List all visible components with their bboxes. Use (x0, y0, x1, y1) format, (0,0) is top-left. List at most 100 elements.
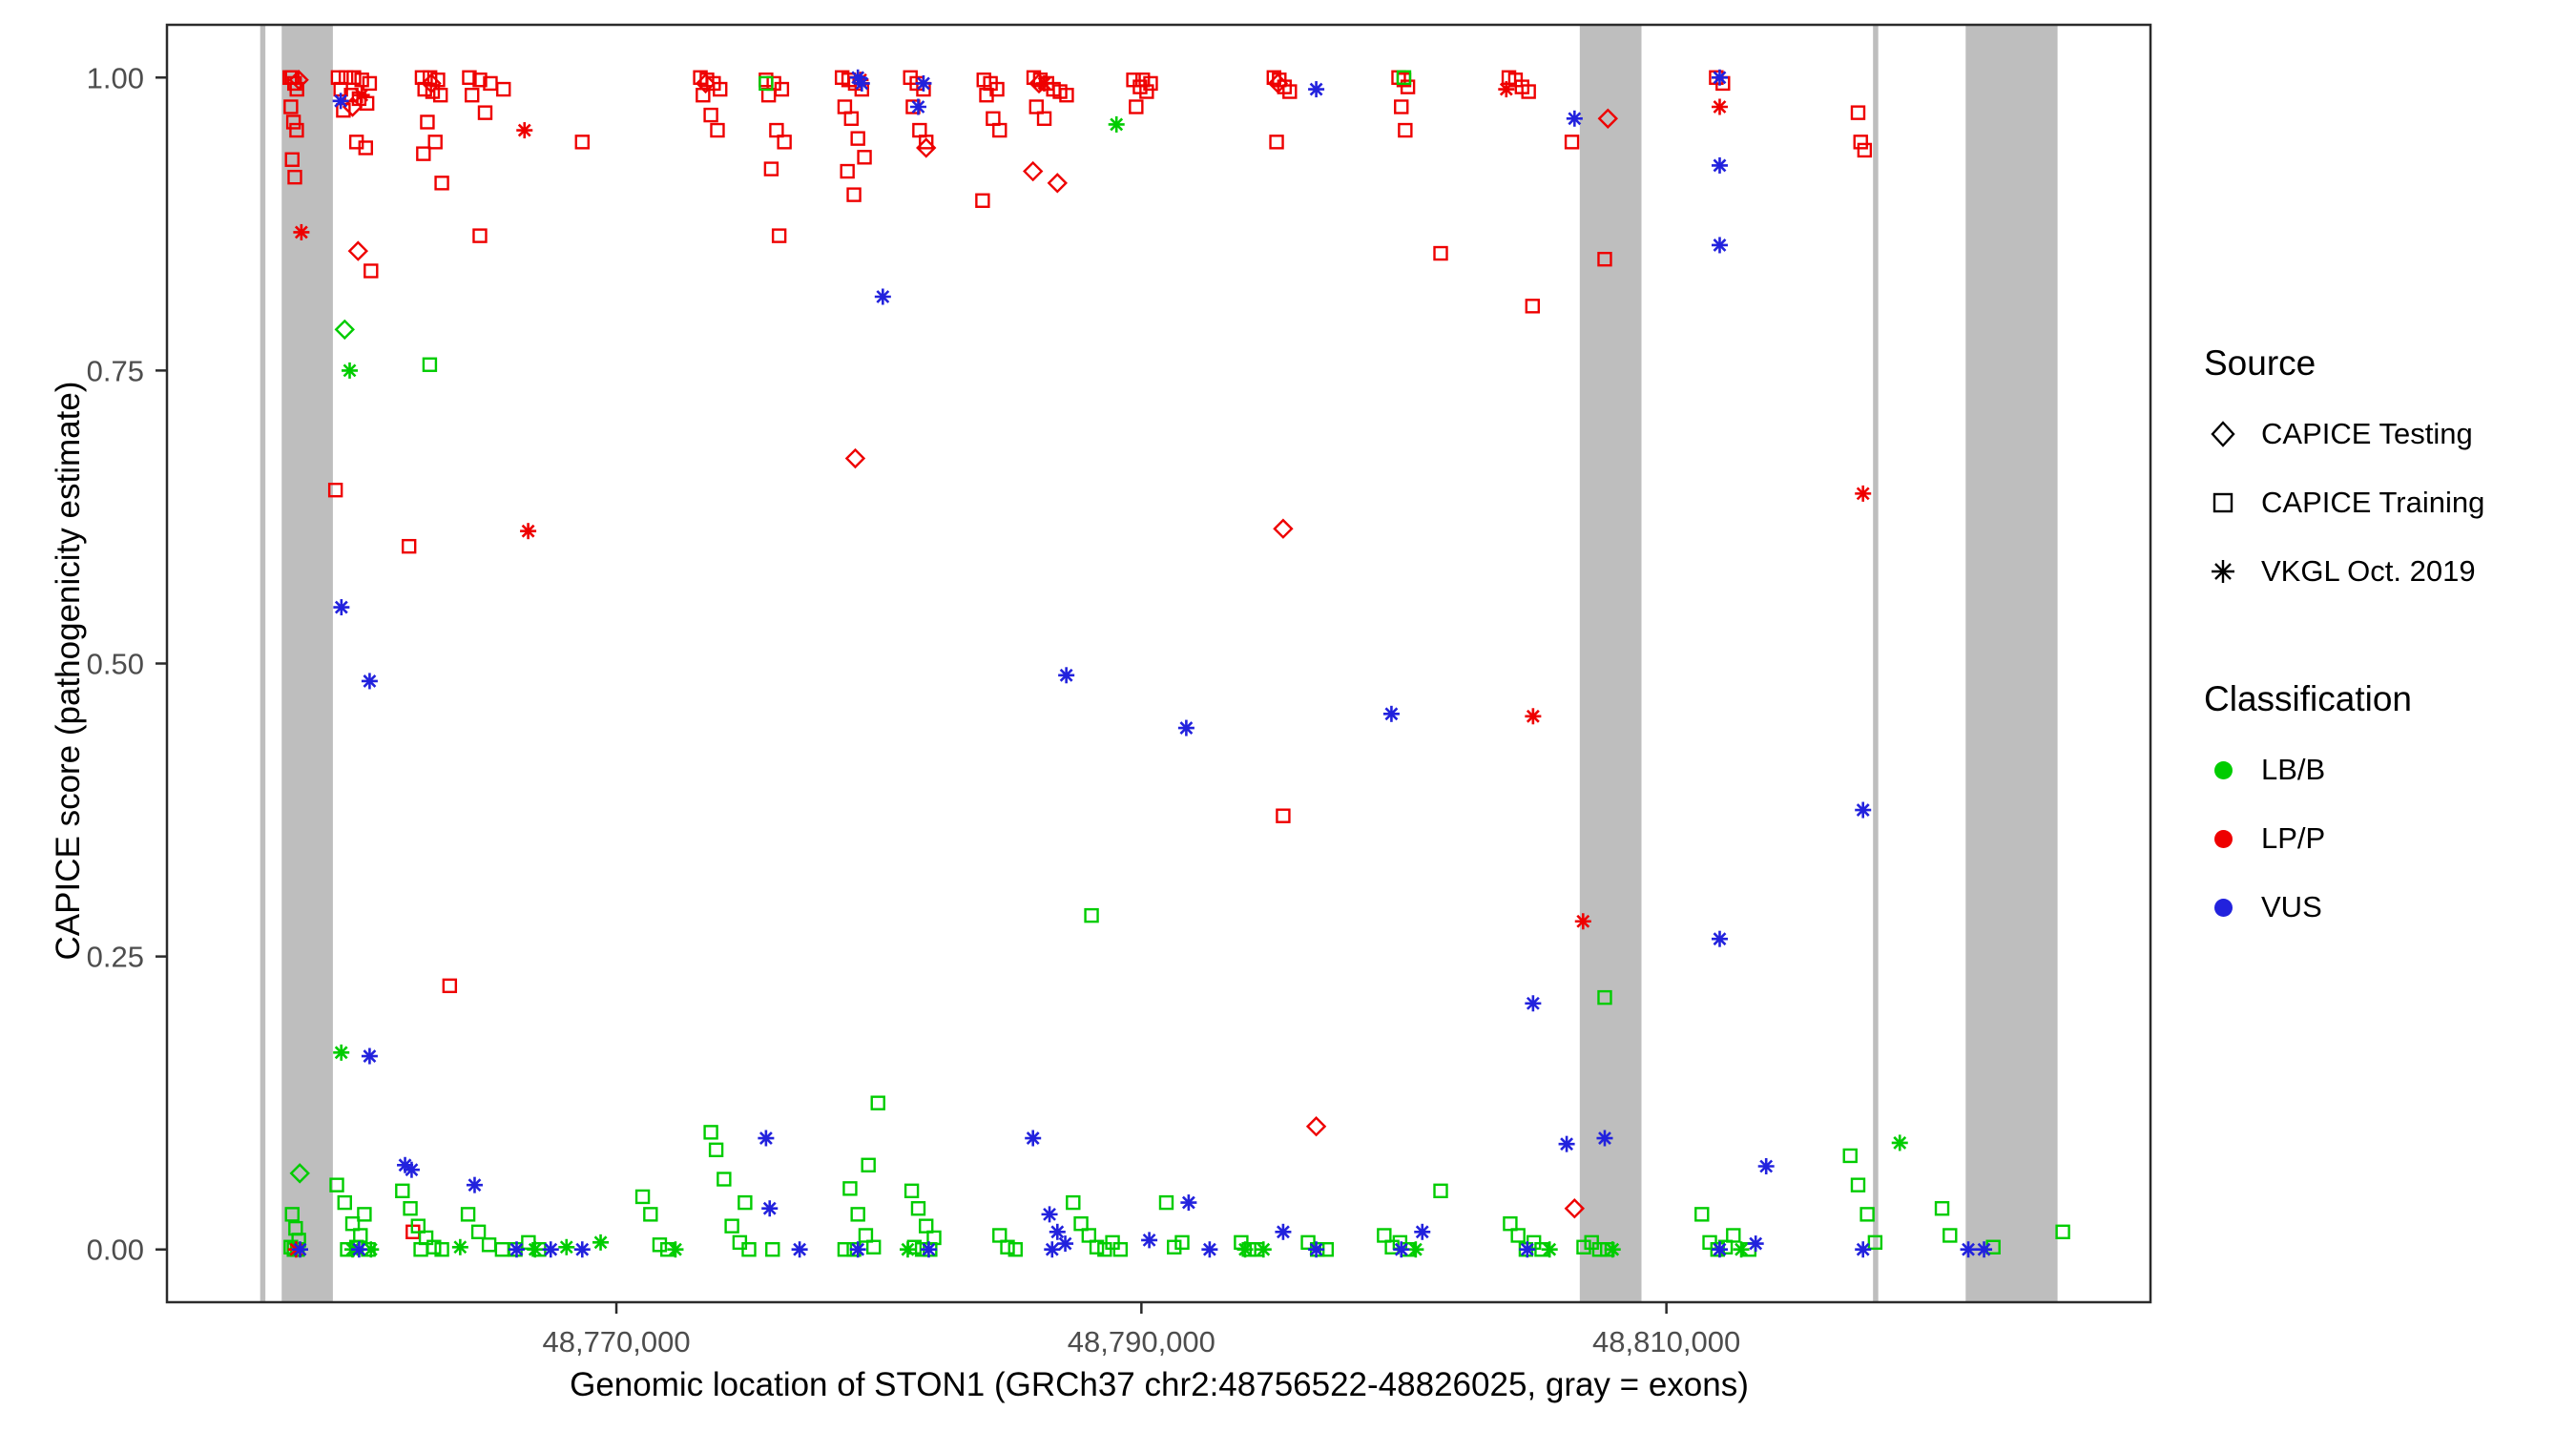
legend-source-section: Source CAPICE Testing CAPICE Training (2204, 343, 2566, 599)
data-point (899, 1241, 916, 1258)
data-point (358, 140, 373, 156)
y-tick-label: 0.00 (87, 1234, 144, 1267)
data-point (1498, 81, 1515, 98)
data-point (558, 1238, 575, 1255)
data-point (289, 81, 304, 97)
data-point (1167, 1239, 1182, 1255)
data-point (592, 1234, 610, 1251)
legend-item-label: LP/P (2261, 821, 2326, 855)
data-point (1564, 135, 1580, 150)
data-point (992, 1228, 1008, 1243)
data-point (291, 1241, 308, 1258)
data-point (1180, 1194, 1197, 1212)
data-point (342, 362, 359, 379)
data-point (1757, 1158, 1775, 1175)
data-point (1867, 1234, 1883, 1251)
data-point (1694, 1207, 1710, 1222)
data-point (1711, 237, 1728, 254)
legend-item-label: LB/B (2261, 753, 2326, 786)
data-point (844, 447, 866, 469)
data-point (2055, 1224, 2070, 1239)
data-point (1558, 1135, 1575, 1152)
data-point (283, 99, 299, 114)
data-point (1276, 808, 1291, 823)
data-point (741, 1242, 757, 1257)
data-point (771, 228, 787, 243)
data-point (1574, 913, 1591, 930)
data-point (362, 75, 378, 92)
data-point (344, 1215, 361, 1232)
data-point (1028, 99, 1044, 114)
data-point (1057, 1235, 1074, 1253)
data-point (919, 1218, 934, 1234)
data-point (1855, 485, 1872, 502)
legend-item-label: CAPICE Training (2261, 486, 2485, 519)
data-point (634, 1189, 651, 1205)
data-point (1503, 1215, 1518, 1232)
data-point (713, 81, 728, 97)
data-point (1597, 108, 1618, 129)
data-point (346, 70, 362, 85)
data-point (1597, 251, 1612, 267)
data-point (1976, 1241, 1993, 1258)
data-point (1934, 1201, 1950, 1216)
data-point (350, 1241, 367, 1258)
data-point (462, 70, 477, 85)
data-point (472, 228, 488, 243)
data-point (1384, 1239, 1400, 1255)
data-point (1855, 801, 1872, 819)
legend: Source CAPICE Testing CAPICE Training (2204, 343, 2566, 935)
data-point (1308, 1241, 1325, 1258)
data-point (703, 107, 718, 123)
data-point (422, 357, 438, 372)
data-point (919, 135, 934, 150)
data-point (357, 1207, 372, 1222)
data-point (284, 1207, 300, 1222)
data-point (1008, 1242, 1023, 1257)
x-tick-label: 48,770,000 (542, 1325, 690, 1358)
data-point (643, 1207, 658, 1222)
data-point (853, 74, 870, 92)
data-point (1942, 1228, 1958, 1243)
data-point (465, 88, 480, 103)
data-point (1859, 1207, 1875, 1222)
data-point (337, 1194, 352, 1211)
data-point (909, 98, 926, 115)
data-point (1525, 995, 1542, 1012)
data-point (861, 1157, 876, 1172)
exon-band (281, 25, 333, 1302)
data-point (1711, 69, 1728, 86)
data-point (763, 161, 779, 176)
data-point (417, 81, 432, 97)
data-point (361, 1047, 378, 1065)
data-point (1857, 142, 1873, 158)
data-point (1414, 1223, 1431, 1240)
data-point (1108, 115, 1125, 133)
data-point (418, 1230, 434, 1246)
data-point (477, 105, 493, 120)
data-point (904, 1183, 920, 1198)
x-tick-label: 48,790,000 (1068, 1325, 1215, 1358)
data-point (1525, 299, 1541, 314)
data-point (1407, 1241, 1424, 1258)
data-point (1049, 1223, 1066, 1240)
data-point (353, 87, 370, 104)
data-point (1400, 79, 1416, 94)
data-point (1308, 81, 1325, 98)
data-point (1025, 1130, 1042, 1147)
data-point (1747, 1235, 1764, 1253)
legend-item-vus: VUS (2204, 880, 2566, 935)
data-point (413, 1242, 428, 1257)
legend-source-title: Source (2204, 343, 2316, 383)
data-point (760, 88, 777, 103)
data-point (986, 111, 1001, 126)
data-point (434, 176, 449, 191)
data-point (1177, 719, 1195, 736)
data-point (765, 1242, 780, 1257)
y-tick-label: 0.25 (87, 941, 144, 974)
data-point (1711, 98, 1728, 115)
data-point (1960, 1241, 1977, 1258)
data-point (695, 73, 717, 94)
data-point (401, 538, 417, 554)
data-point (442, 978, 458, 994)
